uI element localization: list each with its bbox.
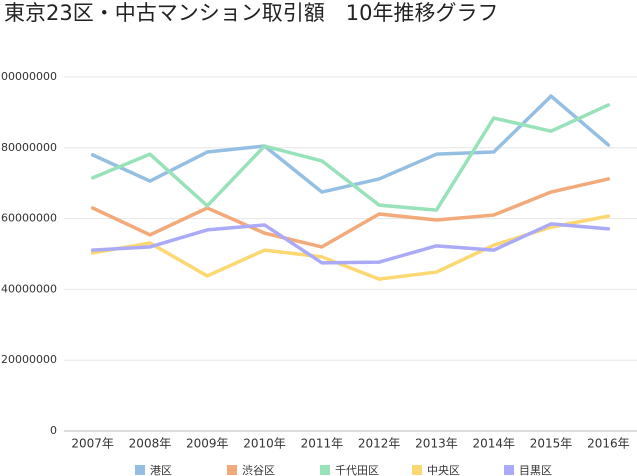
series-line: [90, 103, 611, 212]
legend-label: 港区: [150, 464, 172, 476]
legend-swatch: [135, 465, 145, 475]
series-line: [90, 222, 611, 265]
legend-label: 渋谷区: [242, 464, 275, 476]
x-tick-label: 2016年: [587, 437, 630, 451]
chart-title: 東京23区・中古マンション取引額 10年推移グラフ: [4, 1, 498, 25]
series-line: [90, 94, 611, 194]
legend-swatch: [227, 465, 237, 475]
x-tick-label: 2010年: [243, 437, 286, 451]
y-tick-label: 100000000: [0, 70, 57, 83]
y-tick-label: 60000000: [1, 212, 57, 225]
x-tick-label: 2012年: [358, 437, 401, 451]
legend-label: 中央区: [427, 464, 460, 476]
legend-label: 千代田区: [335, 464, 379, 476]
x-tick-label: 2009年: [186, 437, 229, 451]
y-tick-label: 80000000: [1, 141, 57, 154]
y-tick-label: 0: [50, 424, 57, 437]
x-tick-label: 2015年: [530, 437, 573, 451]
legend-swatch: [412, 465, 422, 475]
series-line: [90, 177, 611, 249]
y-tick-label: 20000000: [1, 353, 57, 366]
x-tick-label: 2008年: [129, 437, 172, 451]
legend-label: 目黒区: [519, 464, 552, 476]
x-tick-label: 2007年: [71, 437, 114, 451]
legend-swatch: [504, 465, 514, 475]
x-tick-label: 2013年: [415, 437, 458, 451]
legend-swatch: [320, 465, 330, 475]
x-tick-label: 2014年: [472, 437, 515, 451]
y-tick-label: 40000000: [1, 282, 57, 295]
x-tick-label: 2011年: [301, 437, 344, 451]
